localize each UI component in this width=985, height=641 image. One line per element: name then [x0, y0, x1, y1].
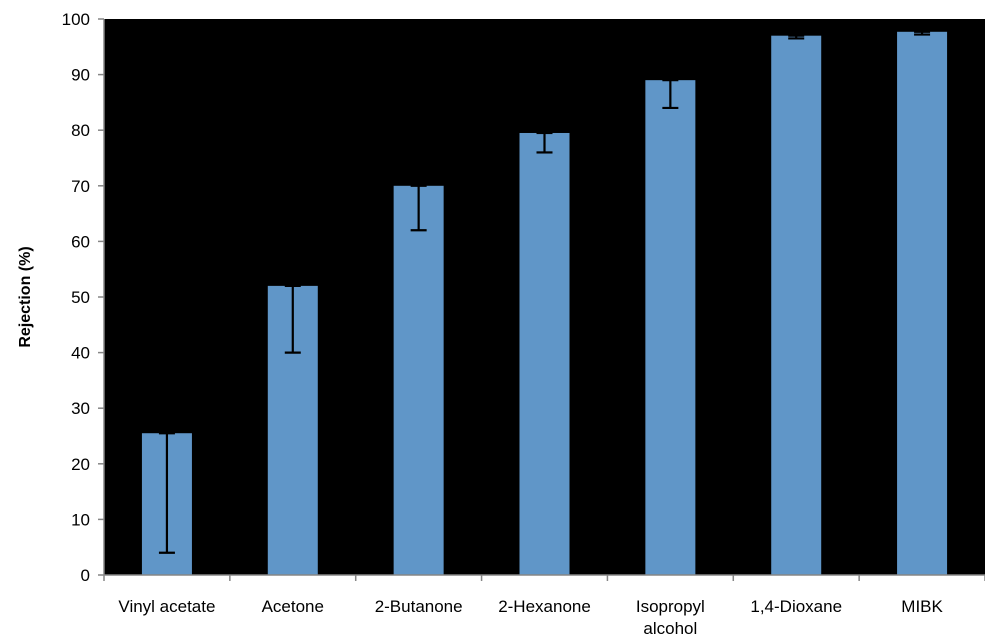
x-ticks: Vinyl acetate Acetone 2-Butanone 2-Hexanone…	[103, 575, 985, 638]
y-tick-label: 0	[81, 566, 90, 585]
x-tick-label: MIBK	[901, 597, 943, 616]
x-tick-label: Vinyl acetate	[118, 597, 215, 616]
y-tick-label: 40	[71, 344, 90, 363]
x-tick-label: Isopropyl alcohol	[636, 597, 705, 638]
error-bar	[788, 34, 805, 40]
bar	[393, 185, 444, 576]
error-bar	[914, 30, 931, 36]
error-bar	[284, 284, 301, 354]
y-tick-label: 60	[71, 232, 90, 251]
error-bar	[662, 79, 679, 110]
x-tick-label: 2-Hexanone	[498, 597, 591, 616]
y-tick-label: 90	[71, 66, 90, 85]
y-tick-label: 50	[71, 288, 90, 307]
x-tick-label: Acetone	[262, 597, 324, 616]
y-tick-label: 100	[62, 10, 90, 29]
x-tick-label: 1,4-Dioxane	[750, 597, 842, 616]
y-axis-title: Rejection (%)	[17, 246, 34, 347]
y-tick-label: 30	[71, 399, 90, 418]
y-tick-label: 70	[71, 177, 90, 196]
error-bar	[536, 131, 553, 154]
x-tick-label: 2-Butanone	[375, 597, 463, 616]
bar	[645, 80, 696, 575]
bars	[141, 31, 948, 576]
y-tick-label: 20	[71, 455, 90, 474]
y-tick-label: 80	[71, 121, 90, 140]
y-tick-label: 10	[71, 510, 90, 529]
bar	[771, 35, 822, 576]
error-bar	[410, 184, 427, 232]
error-bars	[158, 30, 931, 554]
bar	[519, 132, 570, 576]
bar	[897, 31, 948, 575]
y-ticks: 0 10 20 30 40 50 60 70 80 90 100	[62, 10, 104, 585]
error-bar	[158, 432, 175, 554]
